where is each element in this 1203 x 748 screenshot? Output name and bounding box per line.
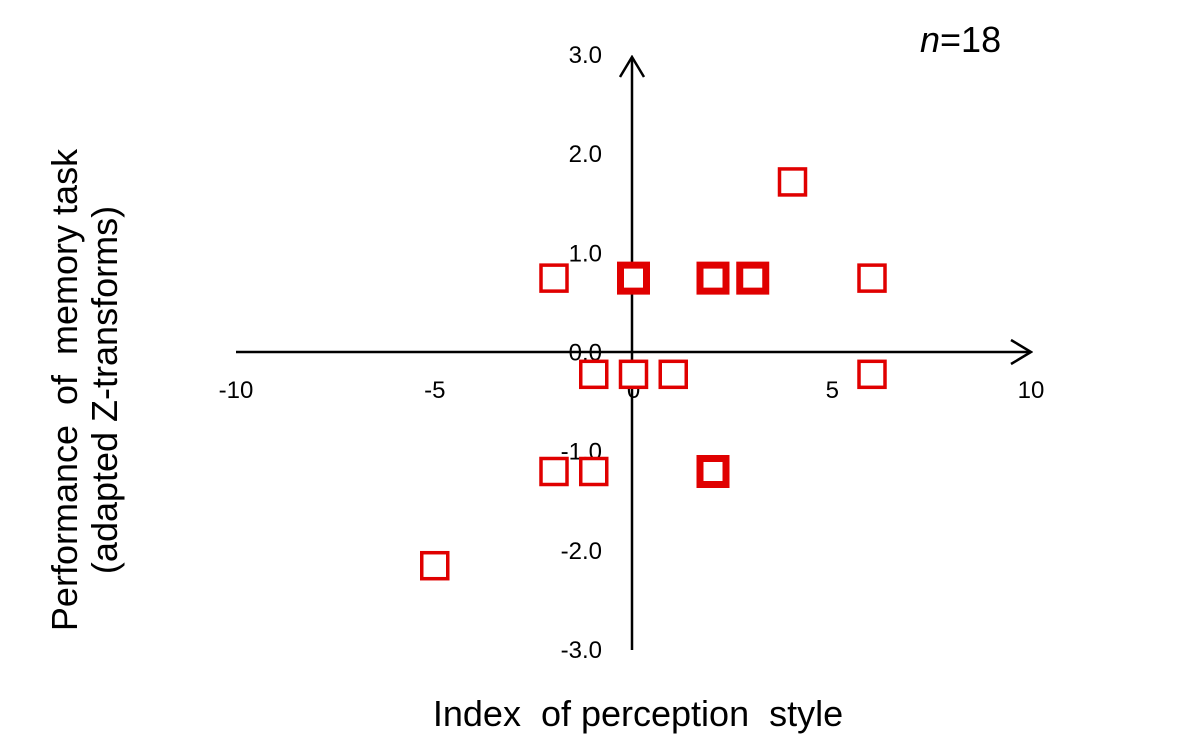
x-tick-label: 5 bbox=[826, 377, 839, 404]
y-tick-label: 2.0 bbox=[569, 141, 602, 168]
data-point bbox=[539, 263, 569, 293]
x-tick-label: 10 bbox=[1018, 377, 1045, 404]
data-point bbox=[579, 359, 609, 390]
sample-size-n: n bbox=[920, 19, 940, 60]
y-tick-label: 3.0 bbox=[569, 42, 602, 69]
data-point bbox=[857, 263, 887, 293]
data-point bbox=[857, 359, 887, 390]
data-point bbox=[736, 261, 770, 295]
data-point bbox=[696, 261, 730, 295]
data-point bbox=[696, 455, 730, 488]
data-point bbox=[579, 456, 609, 487]
y-tick-label: -3.0 bbox=[561, 637, 602, 664]
y-axis-title: Performance of memory task (adapted Z-tr… bbox=[44, 148, 125, 631]
y-axis-title-line-2: (adapted Z-transforms) bbox=[84, 206, 125, 574]
data-point bbox=[420, 550, 450, 581]
data-point bbox=[617, 261, 650, 295]
data-point bbox=[658, 359, 688, 390]
sample-size-annotation: n=18 bbox=[920, 19, 1001, 60]
data-points bbox=[420, 167, 887, 581]
sample-size-value: =18 bbox=[940, 19, 1001, 60]
y-axis-title-line-1: Performance of memory task bbox=[44, 148, 85, 631]
x-tick-label: -5 bbox=[424, 377, 445, 404]
y-tick-label: 1.0 bbox=[569, 240, 602, 267]
data-point bbox=[618, 359, 649, 390]
x-tick-labels: -10 -5 0 5 10 bbox=[219, 377, 1045, 404]
y-tick-label: -2.0 bbox=[561, 538, 602, 565]
y-tick-labels: 3.02.01.00.0-1.0-2.0-3.0 bbox=[561, 42, 602, 664]
x-axis-title: Index of perception style bbox=[433, 693, 843, 734]
data-point bbox=[539, 456, 569, 487]
data-point bbox=[777, 167, 808, 197]
x-tick-label: -10 bbox=[219, 377, 254, 404]
